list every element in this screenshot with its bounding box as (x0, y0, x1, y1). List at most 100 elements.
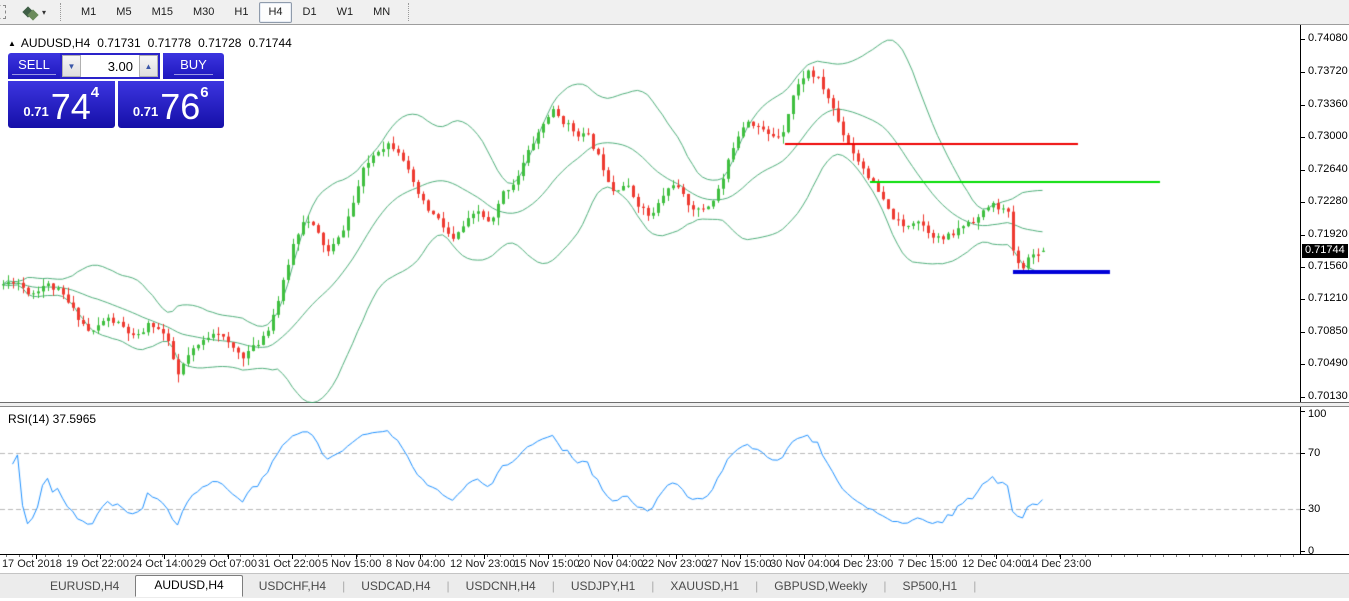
time-minor-tick (760, 555, 761, 557)
one-click-trading-panel: SELL ▼ ▲ BUY 0.71 74 4 0.71 (8, 53, 224, 128)
price-tick (1301, 39, 1305, 40)
time-minor-tick (877, 555, 878, 557)
time-minor-tick (1176, 555, 1177, 557)
time-minor-tick (45, 555, 46, 557)
time-minor-tick (422, 555, 423, 557)
time-minor-tick (955, 555, 956, 557)
time-minor-tick (708, 555, 709, 557)
time-minor-tick (773, 555, 774, 557)
volume-input[interactable] (81, 55, 139, 77)
time-minor-tick (942, 555, 943, 557)
time-tick (164, 555, 165, 559)
rsi-tick (1301, 411, 1305, 412)
time-tick (548, 555, 550, 559)
tab-xauusd-h1[interactable]: XAUUSD,H1 (670, 578, 740, 593)
high-value: 0.71778 (147, 36, 192, 50)
time-minor-tick (409, 555, 410, 557)
time-minor-tick (435, 555, 436, 557)
timeframe-button-h1[interactable]: H1 (234, 5, 249, 18)
pane-splitter[interactable] (0, 403, 1349, 407)
time-tick-label: 8 Nov 04:00 (385, 558, 446, 570)
price-tick-label: 0.72640 (1308, 162, 1348, 175)
time-minor-tick (656, 555, 657, 557)
top-toolbar: ▾ M1 M5 M15 M30 H1 H4 D1 W1 MN (0, 0, 1349, 25)
tab-sp500-h1[interactable]: SP500,H1 (902, 578, 958, 593)
timeframe-button-m15[interactable]: M15 (151, 5, 173, 18)
time-minor-tick (1163, 555, 1164, 557)
price-tick-label: 0.70490 (1308, 357, 1348, 370)
volume-increase-button[interactable]: ▲ (139, 55, 158, 77)
time-tick (484, 555, 486, 559)
tab-gbpusd-weekly[interactable]: GBPUSD,Weekly (774, 578, 868, 593)
timeframe-button-m1[interactable]: M1 (81, 5, 97, 18)
sell-button-label: SELL (12, 57, 56, 75)
bid-quote-box[interactable]: 0.71 74 4 (8, 81, 115, 128)
time-minor-tick (617, 555, 618, 557)
time-tick-label: 31 Oct 22:00 (258, 558, 322, 570)
time-minor-tick (851, 555, 852, 557)
price-tick (1301, 267, 1305, 268)
time-tick (932, 555, 934, 559)
sell-button[interactable]: SELL (8, 53, 60, 79)
rsi-tick (1301, 551, 1305, 552)
time-minor-tick (838, 555, 839, 557)
clipped-toolbar-icon[interactable] (0, 5, 6, 19)
tab-usdjpy-h1[interactable]: USDJPY,H1 (570, 578, 636, 593)
time-tick-label: 22 Nov 23:00 (641, 558, 708, 570)
time-minor-tick (1059, 555, 1060, 557)
time-tick-label: 12 Nov 23:00 (450, 558, 516, 570)
time-minor-tick (929, 555, 930, 557)
price-tick-label: 0.71560 (1308, 260, 1348, 273)
time-minor-tick (1137, 555, 1138, 557)
volume-decrease-button[interactable]: ▼ (62, 55, 81, 77)
time-minor-tick (266, 555, 267, 557)
ask-quote-box[interactable]: 0.71 76 6 (117, 81, 224, 128)
time-minor-tick (58, 555, 59, 557)
timeframe-button-d1[interactable]: D1 (302, 5, 317, 18)
symbol-tab-bar: EURUSD,H4 AUDUSD,H4 USDCHF,H4 | USDCAD,H4 | US… (0, 573, 1349, 598)
tab-usdcnh-h4[interactable]: USDCNH,H4 (465, 578, 536, 593)
time-minor-tick (136, 555, 137, 557)
price-pane: ▲ AUDUSD,H4 0.71731 0.71778 0.71728 0.71… (0, 25, 1349, 403)
tile-windows-icon[interactable]: ▾ (20, 4, 50, 21)
chart-title: ▲ AUDUSD,H4 0.71731 0.71778 0.71728 0.71… (8, 36, 292, 50)
collapse-triangle-icon[interactable]: ▲ (8, 38, 16, 48)
timeframe-button-w1[interactable]: W1 (336, 5, 354, 18)
tab-separator: | (973, 579, 977, 593)
time-tick (996, 555, 997, 559)
price-tick-label: 0.71920 (1308, 227, 1348, 240)
time-minor-tick (71, 555, 72, 557)
price-tick (1301, 364, 1305, 365)
time-minor-tick (214, 555, 215, 557)
rsi-label: RSI(14) 37.5965 (8, 412, 97, 426)
time-minor-tick (344, 555, 345, 557)
time-tick (803, 555, 805, 559)
price-scale[interactable]: 0.74080 0.73720 0.73360 0.73000 0.72640 0.722… (1300, 25, 1349, 402)
time-tick-label: 24 Oct 14:00 (130, 558, 193, 570)
time-minor-tick (604, 555, 605, 557)
timeframe-button-h4[interactable]: H4 (259, 1, 292, 23)
tab-usdchf-h4[interactable]: USDCHF,H4 (258, 578, 327, 593)
rsi-scale[interactable]: 100 70 30 0 (1300, 407, 1349, 557)
buy-button[interactable]: BUY (163, 53, 224, 79)
price-tick (1301, 299, 1305, 300)
time-minor-tick (1111, 555, 1112, 557)
price-tick-label: 0.71210 (1308, 292, 1348, 304)
time-minor-tick (500, 555, 501, 557)
tab-audusd-h4[interactable]: AUDUSD,H4 (135, 574, 243, 597)
time-minor-tick (149, 555, 150, 557)
rsi-canvas[interactable] (0, 407, 1300, 555)
timeframe-button-m30[interactable]: M30 (192, 5, 215, 18)
time-minor-tick (903, 555, 904, 557)
tab-eurusd-h4[interactable]: EURUSD,H4 (50, 578, 120, 593)
time-minor-tick (630, 555, 631, 557)
timeframe-button-mn[interactable]: MN (373, 5, 391, 18)
time-tick-label: 4 Dec 23:00 (833, 558, 894, 570)
symbol-period-label: AUDUSD,H4 (20, 36, 91, 50)
tab-usdcad-h4[interactable]: USDCAD,H4 (361, 578, 431, 593)
time-minor-tick (1267, 555, 1268, 557)
time-axis[interactable]: 17 Oct 2018 19 Oct 22:00 24 Oct 14:00 29 Oc… (0, 555, 1349, 573)
timeframe-button-m5[interactable]: M5 (116, 5, 132, 18)
time-minor-tick (305, 555, 306, 557)
rsi-title: RSI(14) 37.5965 (8, 412, 96, 426)
